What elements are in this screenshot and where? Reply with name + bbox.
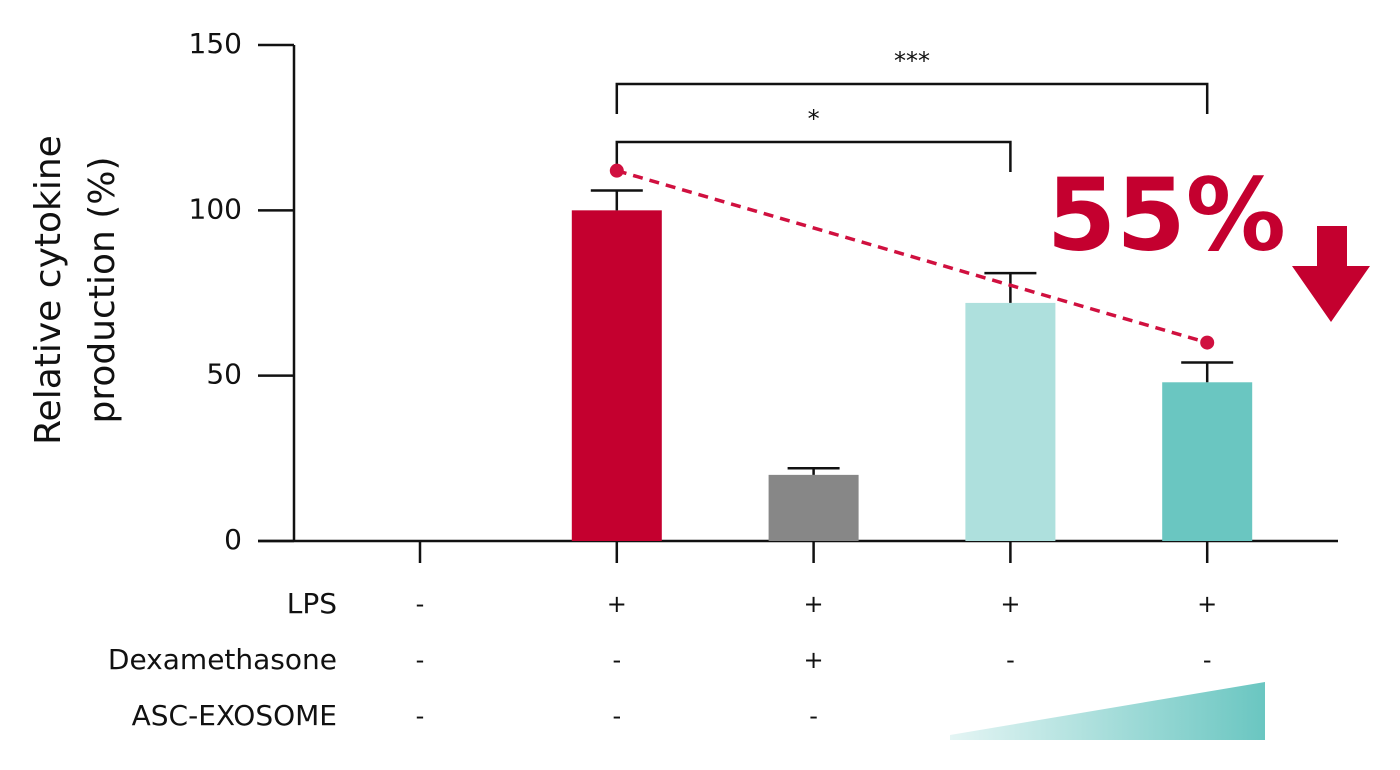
y-label-line: Relative cytokine — [28, 135, 69, 445]
condition-value: - — [1006, 646, 1015, 674]
condition-name: LPS — [287, 587, 337, 620]
bar — [965, 302, 1056, 541]
condition-value: - — [1203, 646, 1212, 674]
down-arrow — [1292, 226, 1370, 322]
y-tick-label: 50 — [206, 358, 242, 391]
error-bar — [787, 467, 840, 475]
condition-value: + — [804, 590, 824, 618]
condition-value: - — [416, 702, 425, 730]
condition-value: - — [612, 702, 621, 730]
significance-bracket — [615, 140, 1012, 172]
condition-value: + — [1000, 590, 1020, 618]
bar — [768, 474, 859, 541]
condition-name: Dexamethasone — [108, 643, 337, 676]
condition-name: ASC-EXOSOME — [132, 699, 337, 732]
y-label-line: production (%) — [82, 156, 123, 423]
trend-point — [609, 163, 624, 178]
condition-value: + — [804, 646, 824, 674]
condition-value: + — [1197, 590, 1217, 618]
bar — [571, 210, 662, 542]
error-bar — [1181, 361, 1234, 383]
condition-value: - — [416, 590, 425, 618]
trend-point — [1200, 335, 1215, 350]
y-tick-label: 0 — [224, 523, 242, 556]
y-tick-label: 150 — [189, 27, 242, 60]
significance-bracket — [615, 82, 1209, 114]
trend-line — [616, 168, 1208, 345]
error-bar — [984, 271, 1037, 303]
condition-value: - — [809, 702, 818, 730]
y-axis-label: Relative cytokine production (%) — [28, 135, 123, 445]
callout: 55% — [1047, 156, 1286, 273]
significance-label: * — [808, 105, 820, 133]
bar — [1162, 382, 1253, 541]
y-tick-label: 100 — [189, 192, 242, 225]
condition-value: - — [416, 646, 425, 674]
error-bar — [590, 189, 643, 211]
significance-label: *** — [894, 47, 930, 75]
condition-value: + — [607, 590, 627, 618]
condition-value: - — [612, 646, 621, 674]
dose-wedge — [950, 682, 1265, 740]
